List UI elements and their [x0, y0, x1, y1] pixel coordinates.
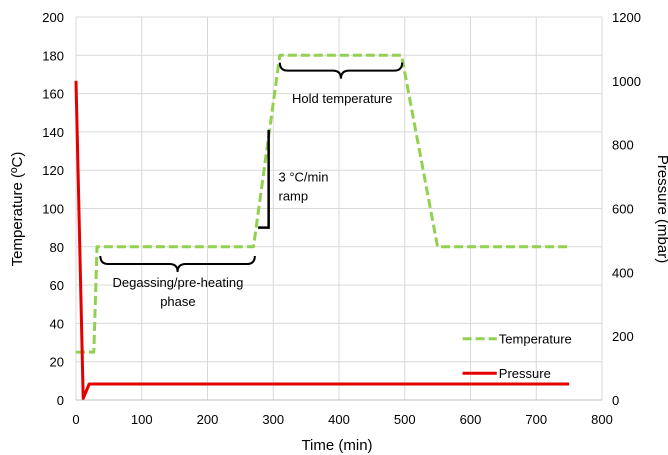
y-tick-label: 60 [50, 278, 64, 293]
y2-axis-title: Pressure (mbar) [654, 155, 668, 263]
x-tick-label: 200 [197, 412, 219, 427]
y-tick-label: 0 [57, 393, 64, 408]
legend-label-pressure: Pressure [499, 366, 551, 381]
y2-tick-label: 400 [612, 265, 634, 280]
y2-tick-label: 200 [612, 329, 634, 344]
y-tick-label: 20 [50, 355, 64, 370]
x-tick-label: 700 [525, 412, 547, 427]
annotation-degassing-line1: Degassing/pre-heating [113, 275, 244, 290]
annotation-ramp-line1: 3 °C/min [279, 170, 329, 185]
bracket-hold [278, 62, 404, 79]
y-tick-label: 120 [42, 163, 64, 178]
y-tick-label: 100 [42, 202, 64, 217]
x-tick-label: 600 [460, 412, 482, 427]
y2-tick-label: 800 [612, 138, 634, 153]
x-tick-label: 0 [72, 412, 79, 427]
legend-label-temperature: Temperature [499, 332, 572, 347]
y-tick-label: 180 [42, 48, 64, 63]
y-tick-label: 160 [42, 87, 64, 102]
x-tick-label: 300 [262, 412, 284, 427]
y2-tick-label: 0 [612, 393, 619, 408]
y2-tick-label: 1200 [612, 10, 641, 25]
x-tick-label: 500 [394, 412, 416, 427]
annotation-degassing-line2: phase [160, 294, 195, 309]
annotation-hold: Hold temperature [292, 91, 392, 106]
annotations: Degassing/pre-heating phase 3 °C/min ramp Ho… [99, 62, 404, 309]
y-axis-title: Temperature (ºC) [9, 152, 26, 267]
series-line-pressure [74, 80, 570, 400]
y-tick-label: 200 [42, 10, 64, 25]
series-layer [74, 53, 570, 400]
series-line-temperature [76, 53, 570, 354]
ramp-step-marker [258, 129, 270, 229]
annotation-ramp-line2: ramp [279, 189, 309, 204]
legend: Temperature Pressure [462, 332, 572, 381]
y2-tick-label: 1000 [612, 74, 641, 89]
y-tick-label: 80 [50, 240, 64, 255]
x-axis-title: Time (min) [301, 437, 372, 454]
x-tick-label: 800 [591, 412, 613, 427]
tick-labels: 0 100 200 300 400 500 600 700 800 0 20 40 60 80 100 120… [42, 10, 641, 427]
x-tick-label: 400 [328, 412, 350, 427]
x-tick-label: 100 [131, 412, 153, 427]
y-tick-label: 140 [42, 125, 64, 140]
bracket-degassing [99, 255, 256, 273]
y-tick-label: 40 [50, 316, 64, 331]
y2-tick-label: 600 [612, 202, 634, 217]
